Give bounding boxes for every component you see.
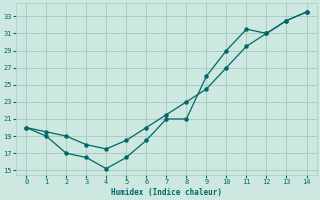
- X-axis label: Humidex (Indice chaleur): Humidex (Indice chaleur): [111, 188, 222, 197]
